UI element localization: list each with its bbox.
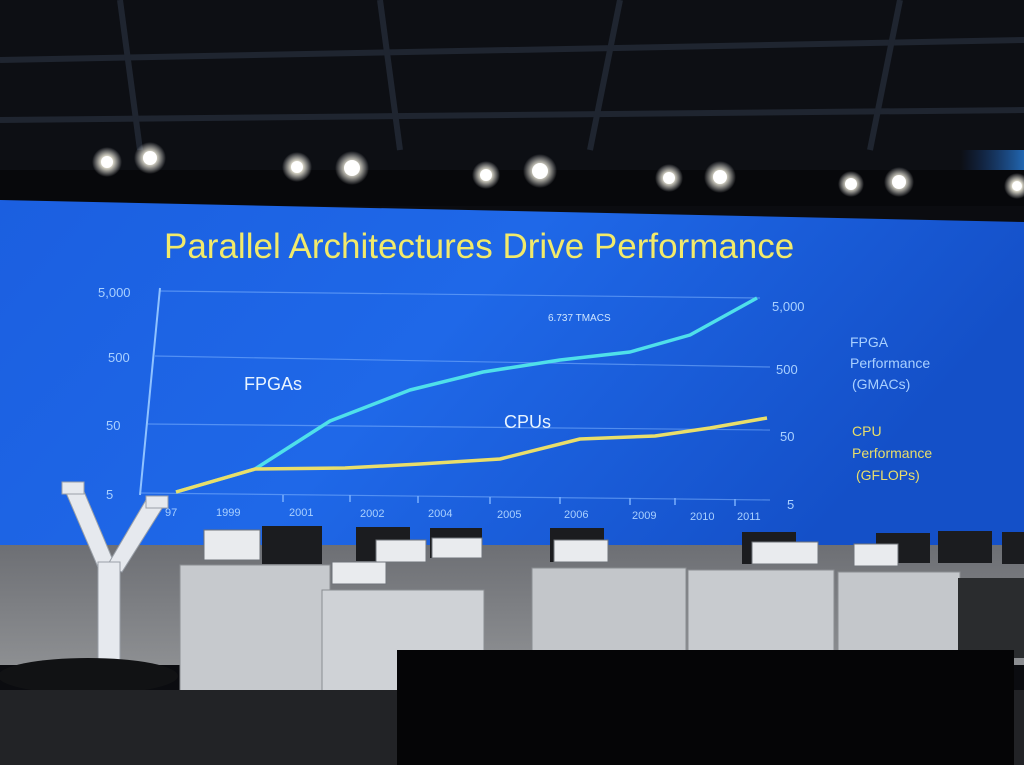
fpga-series-label: FPGAs [244,374,302,394]
lighting-bar [0,170,1024,206]
year-label: 2010 [690,511,714,523]
year-labels: 97 1999 2001 2002 2004 2005 2006 2009 20… [165,507,761,523]
right-axis-labels: 5,000 500 50 5 [772,299,805,512]
cpu-legend-line: Performance [852,445,932,461]
fpga-legend-line: Performance [850,355,930,371]
fpga-legend: FPGA Performance (GMACs) [850,334,930,392]
cpu-series-label: CPUs [504,412,551,432]
cpu-legend: CPU Performance (GFLOPs) [852,423,932,483]
chart-y-axis [139,287,161,496]
chart-gridlines [139,290,771,501]
ceiling [0,0,1024,200]
year-label: 2005 [497,509,521,521]
slide-title: Parallel Architectures Drive Performance [164,227,794,266]
test-instruments [203,529,899,585]
year-label: 2011 [737,511,761,523]
left-tick-label: 500 [108,350,130,365]
stage-spotlights [92,142,1024,199]
fpga-legend-line: (GMACs) [852,376,910,392]
fpga-legend-line: FPGA [850,334,889,350]
projection-screen [0,200,1024,545]
year-label: 2001 [289,507,313,519]
cpu-legend-line: CPU [852,423,882,439]
left-axis-labels: 5,000 500 50 5 [98,285,131,502]
stage-podium [397,650,1014,765]
chart-x-ticks [282,495,736,506]
right-tick-label: 5 [787,497,794,512]
sculpture-base-cloth [0,658,178,694]
cpu-performance-line [175,416,768,494]
year-label: 2009 [632,510,656,522]
year-label: 2006 [564,509,588,521]
year-label: 97 [165,507,177,519]
fpga-performance-line [175,296,758,494]
cpu-legend-line: (GFLOPs) [856,467,920,483]
peak-annotation: 6.737 TMACS [548,313,611,324]
left-tick-label: 5 [106,487,113,502]
left-tick-label: 5,000 [98,285,131,300]
left-tick-label: 50 [106,418,120,433]
ceiling-truss [0,0,1024,151]
equipment-rack [958,578,1024,658]
year-label: 2004 [428,508,452,520]
year-label: 2002 [360,508,384,520]
year-label: 1999 [216,507,240,519]
right-tick-label: 50 [780,429,794,444]
right-tick-label: 5,000 [772,299,805,314]
right-tick-label: 500 [776,362,798,377]
robot-arm-sculpture [61,481,169,663]
demo-tables [179,564,961,694]
